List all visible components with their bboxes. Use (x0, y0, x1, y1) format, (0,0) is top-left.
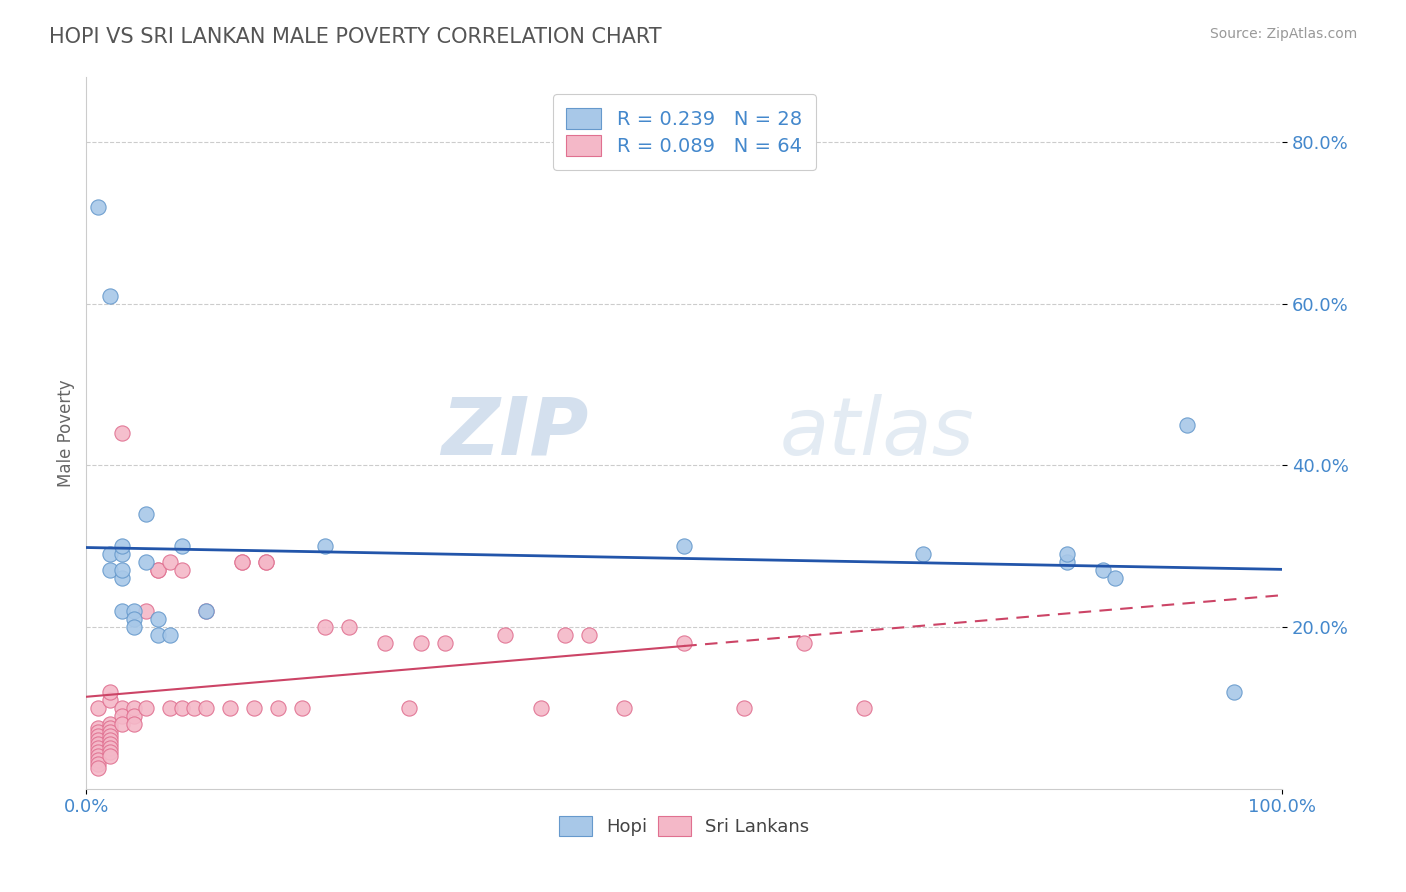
Point (146, 563, 169, 577)
Point (733, 700, 755, 714)
Point (146, 563, 169, 577)
Point (170, 539, 193, 553)
Point (111, 563, 134, 577)
Point (613, 700, 636, 714)
Point (87, 761, 110, 775)
Point (111, 604, 134, 618)
Point (87, 745, 110, 759)
Text: atlas: atlas (780, 394, 974, 472)
Point (146, 612, 169, 626)
Point (314, 620, 336, 634)
Point (122, 717, 145, 731)
Point (793, 636, 815, 650)
Text: Source: ZipAtlas.com: Source: ZipAtlas.com (1209, 27, 1357, 41)
Point (146, 628, 169, 642)
Point (194, 700, 217, 714)
Point (194, 604, 217, 618)
Point (339, 620, 361, 634)
Point (254, 555, 277, 569)
Point (98, 692, 121, 706)
Point (1223, 684, 1246, 698)
Point (98, 547, 121, 561)
Point (87, 729, 110, 743)
Point (170, 700, 193, 714)
Point (673, 636, 696, 650)
Point (111, 717, 134, 731)
Point (87, 737, 110, 751)
Point (87, 753, 110, 767)
Point (1104, 571, 1126, 585)
Point (98, 288, 121, 302)
Point (87, 757, 110, 772)
Point (111, 539, 134, 553)
Point (98, 737, 121, 751)
Point (98, 741, 121, 756)
Point (98, 749, 121, 764)
Point (290, 700, 312, 714)
Legend: Hopi, Sri Lankans: Hopi, Sri Lankans (553, 809, 817, 844)
Point (159, 628, 181, 642)
Point (1091, 563, 1114, 577)
Point (159, 555, 181, 569)
Point (111, 700, 134, 714)
Point (122, 700, 145, 714)
Point (122, 604, 145, 618)
Point (122, 708, 145, 723)
Point (98, 733, 121, 747)
Point (494, 628, 516, 642)
Point (411, 636, 433, 650)
Point (314, 539, 336, 553)
Point (87, 200, 110, 214)
Point (98, 717, 121, 731)
Point (1056, 555, 1078, 569)
Point (530, 700, 553, 714)
Point (231, 555, 253, 569)
Point (135, 700, 157, 714)
Point (912, 547, 935, 561)
Point (673, 539, 696, 553)
Point (135, 555, 157, 569)
Point (231, 555, 253, 569)
Point (98, 725, 121, 739)
Point (98, 745, 121, 759)
Point (170, 563, 193, 577)
Point (398, 700, 420, 714)
Point (111, 547, 134, 561)
Point (87, 700, 110, 714)
Point (135, 507, 157, 521)
Point (434, 636, 457, 650)
Point (183, 700, 205, 714)
Point (87, 721, 110, 735)
Point (87, 725, 110, 739)
Y-axis label: Male Poverty: Male Poverty (58, 379, 75, 487)
Point (98, 563, 121, 577)
Point (218, 700, 240, 714)
Point (98, 729, 121, 743)
Point (578, 628, 600, 642)
Text: ZIP: ZIP (441, 394, 589, 472)
Point (98, 684, 121, 698)
Point (254, 555, 277, 569)
Point (122, 620, 145, 634)
Point (852, 700, 875, 714)
Point (98, 721, 121, 735)
Point (194, 604, 217, 618)
Point (111, 425, 134, 440)
Text: HOPI VS SRI LANKAN MALE POVERTY CORRELATION CHART: HOPI VS SRI LANKAN MALE POVERTY CORRELAT… (49, 27, 662, 46)
Point (266, 700, 288, 714)
Point (87, 741, 110, 756)
Point (1175, 417, 1198, 432)
Point (87, 749, 110, 764)
Point (111, 571, 134, 585)
Point (242, 700, 264, 714)
Point (122, 612, 145, 626)
Point (374, 636, 396, 650)
Point (554, 628, 576, 642)
Point (159, 700, 181, 714)
Point (87, 733, 110, 747)
Point (135, 604, 157, 618)
Point (1056, 547, 1078, 561)
Point (111, 708, 134, 723)
